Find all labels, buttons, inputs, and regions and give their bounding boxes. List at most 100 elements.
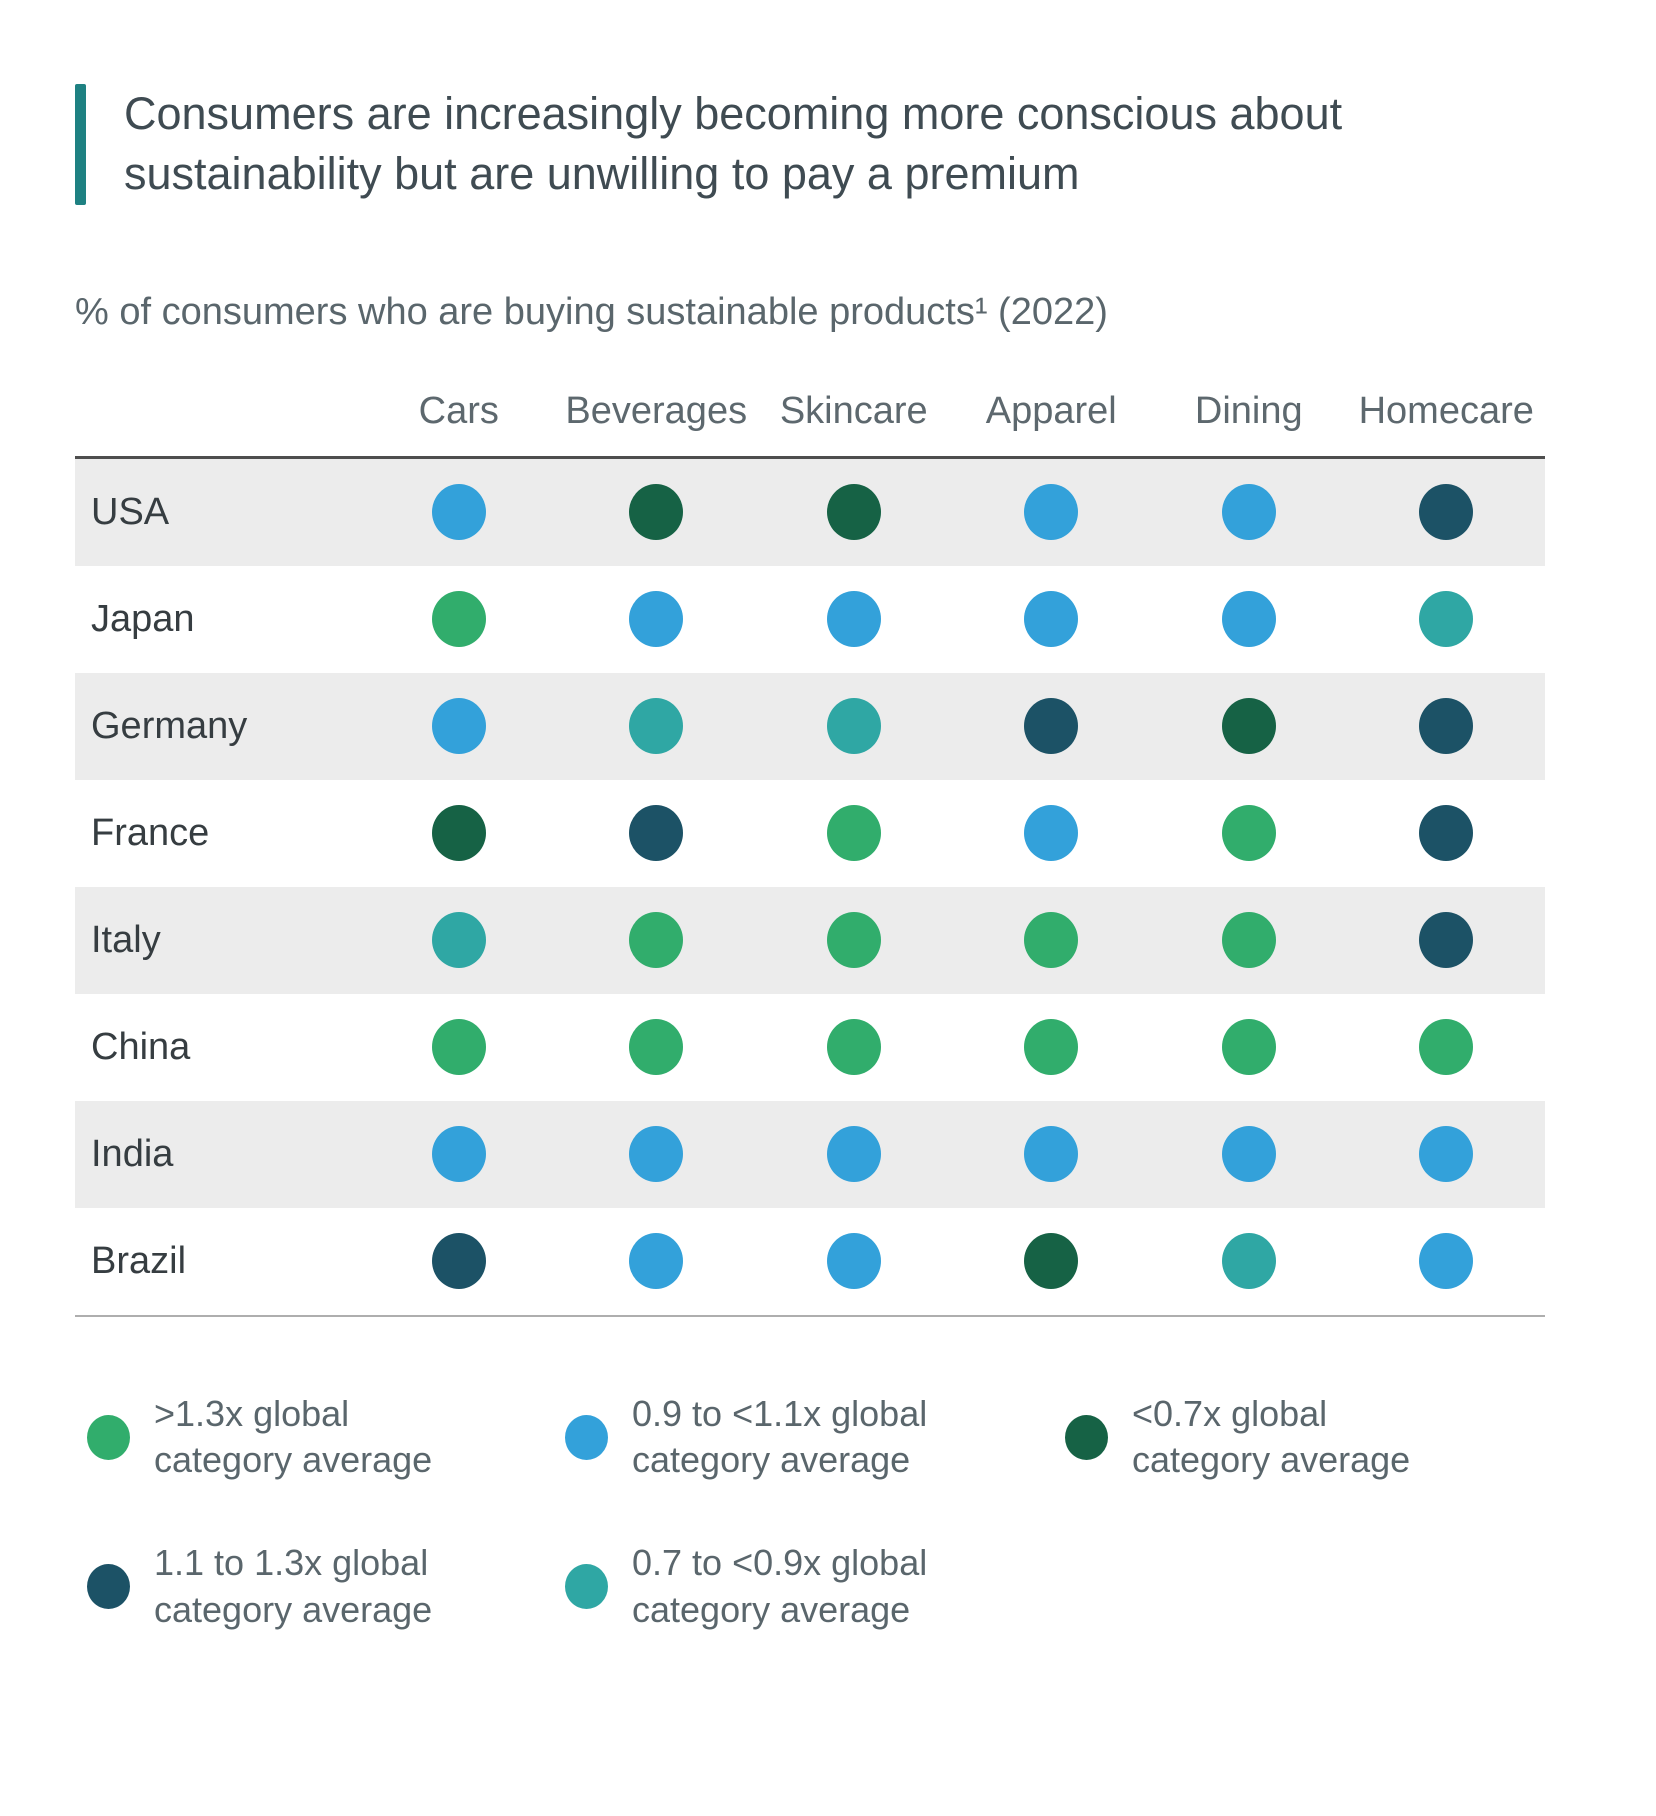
legend-item: 0.7 to <0.9x global category average [565, 1540, 1065, 1634]
matrix-cell [558, 566, 756, 673]
table-row: China [75, 994, 1545, 1101]
legend-swatch-blue [565, 1414, 608, 1460]
legend-label: 0.9 to <1.1x global category average [632, 1392, 928, 1481]
matrix-cell [953, 887, 1151, 994]
legend-item: <0.7x global category average [1065, 1391, 1547, 1485]
matrix-cell [755, 459, 953, 566]
table-row: USA [75, 458, 1546, 566]
column-header: Dining [1194, 390, 1303, 433]
row-label: Germany [91, 704, 248, 747]
legend-item: 1.1 to 1.3x global category average [87, 1540, 565, 1634]
legend-swatch-teal [565, 1564, 608, 1610]
value-dot-green [1419, 1019, 1474, 1076]
value-dot-teal [826, 698, 881, 755]
table-row: Italy [75, 886, 1545, 994]
page-title: Consumers are increasingly becoming more… [124, 88, 1343, 200]
value-dot-blue [826, 1126, 881, 1183]
matrix-cell [360, 1208, 558, 1315]
matrix-cell [558, 780, 756, 887]
value-dot-green [1221, 1019, 1276, 1076]
legend-label: 1.1 to 1.3x global category average [154, 1542, 433, 1630]
matrix-cell [1348, 459, 1546, 566]
row-label: Japan [91, 597, 195, 640]
legend: >1.3x global category average 0.9 to <1.1… [87, 1391, 1547, 1634]
value-dot-teal [1419, 591, 1474, 648]
matrix-cell [953, 994, 1151, 1101]
matrix-cell [755, 1101, 953, 1208]
matrix-cell [360, 994, 558, 1101]
matrix-cell [360, 459, 558, 566]
value-dot-navy [431, 1233, 486, 1290]
matrix-cell [1150, 1208, 1348, 1315]
matrix-cell [360, 1101, 558, 1208]
value-dot-green [1024, 1019, 1079, 1076]
matrix-cell [1348, 994, 1546, 1101]
row-label: Brazil [91, 1239, 187, 1282]
matrix-cell [953, 459, 1151, 566]
matrix-cell [755, 780, 953, 887]
value-dot-green [826, 1019, 881, 1076]
value-dot-blue [1024, 591, 1079, 648]
value-dot-blue [1419, 1233, 1474, 1290]
sustainability-matrix-chart: Cars Beverages Skincare Apparel Dining Homeca… [75, 384, 1545, 1317]
column-header: Apparel [985, 390, 1117, 433]
row-label: China [91, 1025, 191, 1068]
table-row: France [75, 780, 1545, 887]
value-dot-blue [629, 591, 684, 648]
chart-subtitle: % of consumers who are buying sustainabl… [75, 290, 1108, 333]
row-label: France [91, 811, 210, 854]
legend-item: >1.3x global category average [87, 1391, 565, 1485]
matrix-cell [1150, 1101, 1348, 1208]
matrix-cell [755, 1208, 953, 1315]
value-dot-dark-green [826, 484, 881, 541]
matrix-cell [558, 1101, 756, 1208]
matrix-cell [558, 673, 756, 780]
matrix-cell [1150, 780, 1348, 887]
column-header-row: Cars Beverages Skincare Apparel Dining Homeca… [75, 384, 1545, 440]
legend-swatch-dark-green [1065, 1414, 1108, 1460]
value-dot-green [629, 1019, 684, 1076]
matrix-cell [1348, 780, 1546, 887]
legend-label: >1.3x global category average [154, 1392, 433, 1481]
value-dot-green [826, 912, 881, 969]
legend-item: 0.9 to <1.1x global category average [565, 1391, 1065, 1485]
matrix-cell [558, 887, 756, 994]
value-dot-navy [1419, 912, 1474, 969]
matrix-cell [360, 887, 558, 994]
value-dot-blue [431, 1126, 486, 1183]
value-dot-green [1221, 912, 1276, 969]
matrix-cell [558, 459, 756, 566]
column-header: Homecare [1358, 390, 1534, 433]
value-dot-blue [629, 1126, 684, 1183]
value-dot-dark-green [1024, 1233, 1079, 1290]
value-dot-green [629, 912, 684, 969]
value-dot-dark-green [431, 805, 486, 862]
value-dot-green [431, 1019, 486, 1076]
matrix-cell [360, 780, 558, 887]
row-label: Italy [91, 918, 161, 961]
value-dot-green [1221, 805, 1276, 862]
value-dot-blue [1024, 805, 1079, 862]
matrix-cell [755, 566, 953, 673]
matrix-cell [1150, 887, 1348, 994]
column-header: Cars [418, 390, 499, 433]
value-dot-blue [431, 698, 486, 755]
row-label: USA [91, 490, 170, 533]
matrix-cell [755, 887, 953, 994]
header: Consumers are increasingly becoming more… [75, 84, 1656, 205]
value-dot-dark-green [1221, 698, 1276, 755]
value-dot-teal [1221, 1233, 1276, 1290]
matrix-cell [755, 673, 953, 780]
matrix-cell [1348, 673, 1546, 780]
column-header: Beverages [565, 390, 748, 433]
matrix-cell [1348, 566, 1546, 673]
legend-label: <0.7x global category average [1132, 1392, 1411, 1481]
matrix-cell [953, 1101, 1151, 1208]
matrix-cell [360, 566, 558, 673]
value-dot-green [826, 805, 881, 862]
value-dot-blue [1419, 1126, 1474, 1183]
value-dot-green [1024, 912, 1079, 969]
value-dot-navy [629, 805, 684, 862]
matrix-cell [953, 566, 1151, 673]
